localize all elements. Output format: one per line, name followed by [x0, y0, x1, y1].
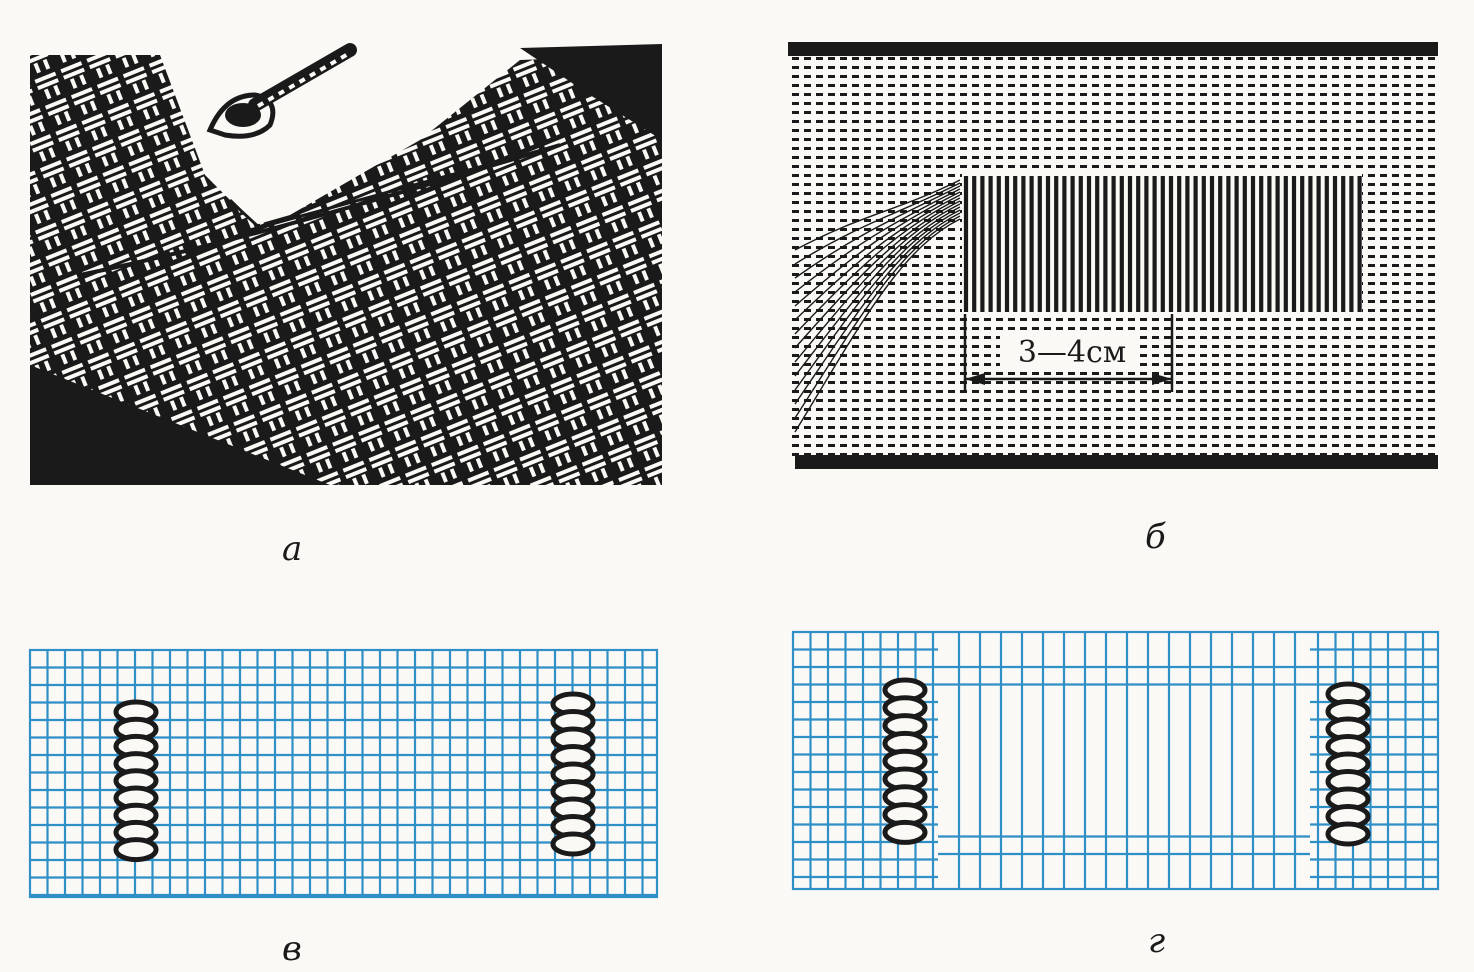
loose-thread	[794, 185, 961, 279]
stitch-loop	[1325, 821, 1371, 847]
panel-g-caption: г	[1148, 921, 1165, 961]
loose-thread	[794, 212, 961, 405]
loose-thread	[794, 197, 961, 335]
stitch-loop	[882, 819, 928, 845]
panel-v-grid-stitches	[28, 648, 659, 899]
loose-thread	[794, 200, 961, 349]
needle-icon	[206, 43, 357, 139]
stitch-loop	[113, 837, 159, 863]
loose-threads	[794, 179, 961, 433]
panel-b-caption: б	[1145, 517, 1166, 557]
dimension-label: 3—4см	[1018, 335, 1126, 370]
stitch-loop	[550, 831, 596, 857]
panel-a-caption: а	[282, 529, 302, 569]
panel-v-caption: в	[282, 929, 302, 969]
loose-thread	[794, 182, 961, 265]
loose-thread	[794, 206, 961, 377]
panel-a-fabric-needle	[30, 40, 662, 485]
loose-thread	[794, 188, 961, 293]
loose-thread	[794, 218, 961, 433]
stitch-column-left	[882, 677, 928, 845]
loose-thread	[794, 203, 961, 363]
panel-g-grid-stitches-gap	[791, 630, 1440, 891]
warp-lines	[963, 176, 1362, 312]
grid-border	[791, 630, 1440, 891]
stitch-column-right	[550, 691, 596, 857]
loose-thread	[794, 194, 961, 321]
loose-thread	[794, 191, 961, 307]
stitch-column-left	[113, 699, 159, 863]
loose-thread	[794, 209, 961, 391]
loose-thread	[794, 179, 961, 251]
loose-thread	[794, 215, 961, 419]
panel-b-warp-threads: 3—4см	[788, 42, 1438, 469]
stitch-column-right	[1325, 681, 1371, 847]
